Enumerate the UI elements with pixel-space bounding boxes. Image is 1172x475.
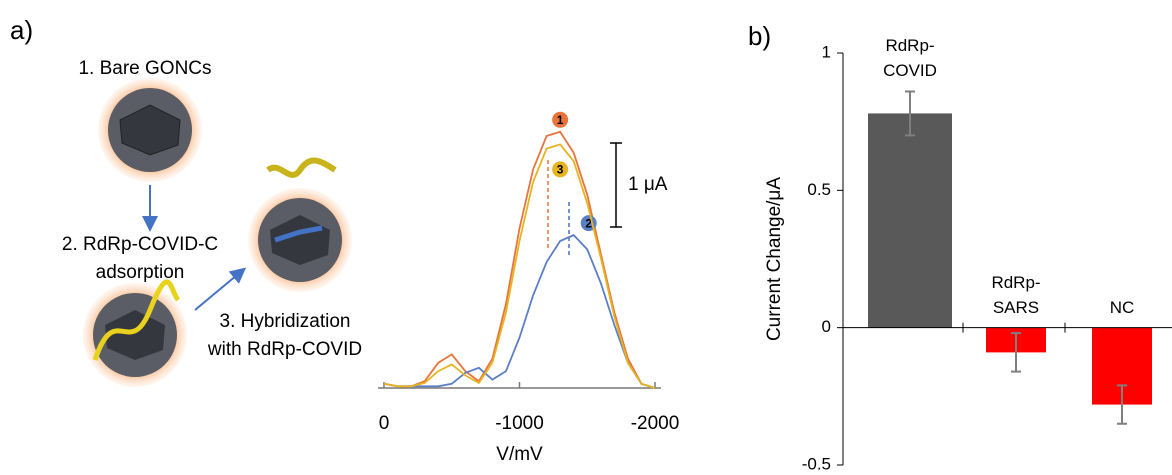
scale-bar [610, 142, 622, 228]
x-tick-label: NC [1109, 297, 1135, 317]
particle [248, 157, 352, 292]
peak-label: 3 [557, 163, 564, 177]
curve [383, 234, 656, 389]
peak-label: 1 [557, 113, 564, 127]
peak-marker [552, 111, 569, 128]
particle [83, 279, 187, 387]
step-text: 3. Hybridization with RdRp-COVID [207, 311, 363, 360]
y-axis-label: Current Change/μA [764, 177, 785, 341]
x-tick-label: 0 [379, 413, 390, 434]
x-tick-label: RdRp- SARS [991, 272, 1041, 317]
x-tick-label: RdRp- COVID [883, 36, 937, 81]
step-text: 2. RdRp-COVID-C adsorption [61, 234, 219, 283]
particle [98, 78, 202, 182]
peak-label: 2 [585, 216, 592, 230]
scale-bar-label: 1 μA [628, 174, 668, 195]
panel-label: a) [10, 15, 33, 45]
y-tick-label: 1 [822, 42, 831, 61]
error-bar [1117, 384, 1127, 425]
step-text: 1. Bare GONCs [78, 58, 212, 79]
error-bar [1011, 332, 1021, 373]
error-bar [905, 90, 915, 137]
curve [383, 143, 656, 389]
x-tick-label: -1000 [495, 413, 544, 434]
bar [868, 113, 952, 328]
y-tick-label: -0.5 [802, 454, 831, 473]
arrow [194, 267, 247, 311]
y-tick-label: 0 [822, 317, 831, 336]
peak-marker [552, 161, 569, 178]
y-tick-label: 0.5 [807, 180, 831, 199]
x-axis-label: V/mV [496, 444, 543, 465]
x-tick-label: -2000 [631, 413, 680, 434]
curve [383, 130, 656, 389]
panel-label: b) [748, 21, 771, 51]
